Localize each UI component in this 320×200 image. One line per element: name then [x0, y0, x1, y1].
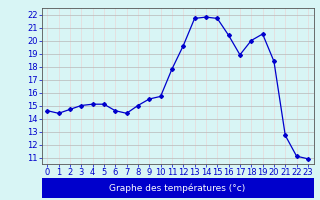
- Text: Graphe des températures (°c): Graphe des températures (°c): [109, 183, 246, 193]
